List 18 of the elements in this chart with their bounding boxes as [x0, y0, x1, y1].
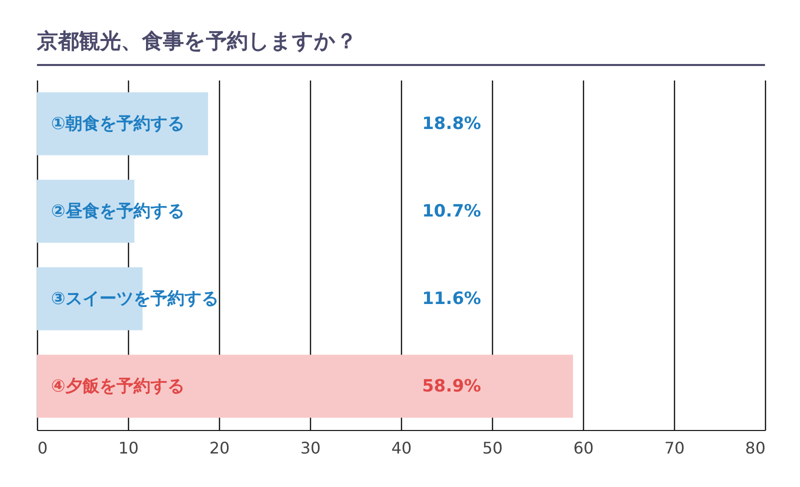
x-tick-label: 80: [745, 438, 766, 458]
chart-title: 京都観光、食事を予約しますか？: [36, 29, 357, 53]
y-tick-label: ③スイーツを予約する: [51, 288, 218, 309]
x-tick-label: 70: [664, 438, 685, 458]
data-label: 58.9%: [422, 376, 482, 396]
y-tick-label: ①朝食を予約する: [51, 114, 184, 134]
x-tick-label: 30: [300, 438, 321, 458]
x-tick-label: 10: [118, 438, 139, 458]
data-label: 11.6%: [422, 288, 482, 309]
data-label: 10.7%: [422, 201, 482, 222]
data-label: 18.8%: [422, 114, 482, 134]
x-tick-label: 0: [38, 438, 48, 458]
y-tick-label: ④夕飯を予約する: [51, 376, 184, 396]
y-tick-label: ②昼食を予約する: [51, 201, 184, 222]
x-tick-label: 60: [573, 438, 594, 458]
x-tick-label: 20: [209, 438, 230, 458]
x-tick-label: 50: [482, 438, 503, 458]
x-tick-label: 40: [391, 438, 412, 458]
